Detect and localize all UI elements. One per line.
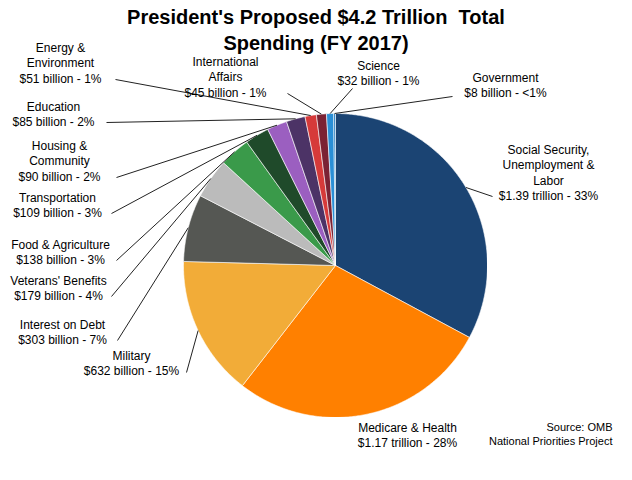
svg-text:Government$8 billion - <1%: Government$8 billion - <1%: [464, 71, 547, 101]
svg-text:InternationalAffairs$45 billio: InternationalAffairs$45 billion - 1%: [184, 55, 266, 100]
svg-text:Veterans' Benefits$179 billion: Veterans' Benefits$179 billion - 4%: [10, 274, 106, 304]
svg-text:Education$85 billion - 2%: Education$85 billion - 2%: [12, 100, 94, 130]
svg-text:Science$32 billion - 1%: Science$32 billion - 1%: [337, 59, 419, 89]
svg-text:Interest on Debt$303 billion -: Interest on Debt$303 billion - 7%: [18, 318, 107, 348]
svg-text:Housing &Community$90 billion: Housing &Community$90 billion - 2%: [18, 139, 100, 184]
html-text:President's Proposed $4.2 Tril: President's Proposed $4.2 Trillion Total…: [127, 6, 511, 54]
svg-text:Transportation$109 billion - 3: Transportation$109 billion - 3%: [13, 191, 102, 221]
svg-text:National Priorities Project: National Priorities Project: [489, 435, 613, 447]
svg-text:Energy &Environment$51 billion: Energy &Environment$51 billion - 1%: [19, 41, 101, 86]
svg-text:Social Security,Unemployment &: Social Security,Unemployment &Labor$1.39…: [499, 143, 599, 204]
svg-text:Food & Agriculture$138 billion: Food & Agriculture$138 billion - 3%: [11, 238, 110, 268]
svg-text:Medicare & Health$1.17 trillio: Medicare & Health$1.17 trillion - 28%: [358, 421, 458, 451]
svg-text:Source: OMB: Source: OMB: [546, 421, 612, 433]
svg-text:Military$632 billion - 15%: Military$632 billion - 15%: [84, 349, 180, 379]
